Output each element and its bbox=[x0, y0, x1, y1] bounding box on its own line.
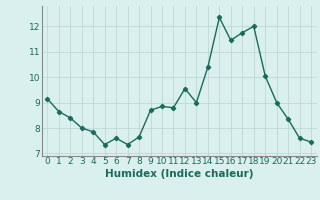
X-axis label: Humidex (Indice chaleur): Humidex (Indice chaleur) bbox=[105, 169, 253, 179]
